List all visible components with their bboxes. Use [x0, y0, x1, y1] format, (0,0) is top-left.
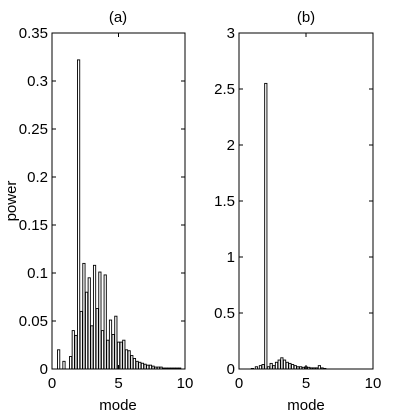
panel-a-y-tick-label: 0.3 [27, 73, 48, 90]
panel-b-plot-area: 0 0.5 1 1.5 2 2.5 3 0 5 10 [214, 25, 381, 392]
panel-a-y-tick-label: 0.15 [19, 217, 48, 234]
panel-b-x-axis-label: mode [287, 397, 325, 414]
panel-b-bar [285, 361, 289, 370]
panel-b-bar [277, 359, 281, 370]
panel-a-y-tick-label: 0 [40, 361, 48, 378]
panel-a-bar [148, 364, 153, 370]
panel-b-bar [258, 365, 263, 370]
panel-b-bar [317, 365, 321, 370]
panel-a-axes-frame [51, 32, 186, 370]
panel-b-x-tick-label: 5 [302, 375, 310, 392]
panel-a-bar [106, 339, 110, 370]
panel-a-title: (a) [109, 9, 127, 26]
panel-a-y-tick-label: 0.05 [19, 313, 48, 330]
panel-a-bar [140, 362, 145, 370]
panel-a-y-tick-label: 0.25 [19, 121, 48, 138]
panel-b-bar [282, 359, 287, 370]
panel-b-y-tick-label: 1.5 [214, 193, 235, 210]
panel-a-bar [114, 315, 118, 370]
panel-a-x-tick-label: 0 [48, 375, 56, 392]
panel-a-bar [69, 356, 73, 370]
panel-b-bar [280, 357, 284, 370]
panel-a: (a) 00.050.10.150.20.250.30.350 5 10 mode … [3, 9, 193, 414]
panel-a-bar [130, 355, 134, 370]
panel-b-bar [293, 365, 297, 370]
panel-b: (b) 0 0.5 1 1.5 2 2.5 3 0 5 10 mode [214, 9, 381, 414]
panel-a-bar [98, 271, 102, 370]
panel-b-bar [264, 82, 268, 370]
panel-a-bar [116, 341, 121, 370]
panel-a-bar [92, 264, 97, 370]
panel-a-bar [132, 357, 137, 370]
panel-a-bar [95, 308, 99, 370]
panel-b-title: (b) [297, 9, 315, 26]
panel-b-bar [291, 364, 295, 370]
panel-a-bar [82, 262, 86, 370]
panel-a-bar [71, 330, 75, 370]
panel-a-bar [74, 334, 78, 370]
panel-a-bar [84, 291, 89, 370]
panel-b-x-tick-label: 10 [365, 375, 382, 392]
panel-a-y-tick-label: 0.1 [27, 265, 48, 282]
panel-b-y-tick-label: 3 [227, 25, 235, 42]
panel-a-bar [135, 360, 139, 370]
panel-b-y-tick-label: 1 [227, 249, 235, 266]
panel-b-bar [288, 362, 292, 370]
panel-a-bar [146, 364, 150, 370]
panel-a-bar [77, 59, 81, 370]
panel-a-bar [103, 274, 107, 370]
panel-a-bar [57, 349, 61, 370]
panel-a-y-axis-label: power [3, 181, 20, 222]
panel-a-bar [79, 310, 83, 370]
panel-a-bar [62, 360, 66, 370]
panel-b-bar [274, 361, 279, 370]
panel-b-axes-frame [238, 32, 374, 370]
panel-a-plot-area: 0 0.05 0.1 0.15 0.2 0.25 0.3 0.35 0 5 10 [19, 25, 194, 392]
panel-a-bar [108, 319, 113, 370]
panel-a-x-axis-label: mode [99, 397, 137, 414]
panel-a-bar [124, 349, 129, 370]
panel-a-bar [111, 333, 115, 370]
panel-b-y-tick-label: 0.5 [214, 305, 235, 322]
panel-a-bar [122, 339, 126, 370]
panel-a-bar [90, 325, 94, 370]
panel-a-bar [127, 350, 131, 370]
panel-b-y-tick-label: 2 [227, 137, 235, 154]
panel-b-x-tick-label: 0 [235, 375, 243, 392]
panel-a-bar [119, 341, 123, 370]
panel-b-bar [269, 362, 273, 370]
panel-a-bar [143, 363, 147, 370]
panel-a-x-tick-label: 10 [177, 375, 194, 392]
panel-a-bar [138, 361, 142, 370]
panel-b-y-tick-label: 0 [227, 361, 235, 378]
panel-a-x-tick-label: 5 [114, 375, 122, 392]
panel-a-y-tick-label: 0.2 [27, 169, 48, 186]
panel-a-bar [87, 277, 91, 370]
panel-b-bar [272, 365, 276, 370]
panel-b-y-tick-label: 2.5 [214, 81, 235, 98]
panel-a-bar [100, 330, 105, 370]
panel-a-y-tick-label: 0.35 [19, 25, 48, 42]
panel-b-bar [261, 364, 265, 370]
